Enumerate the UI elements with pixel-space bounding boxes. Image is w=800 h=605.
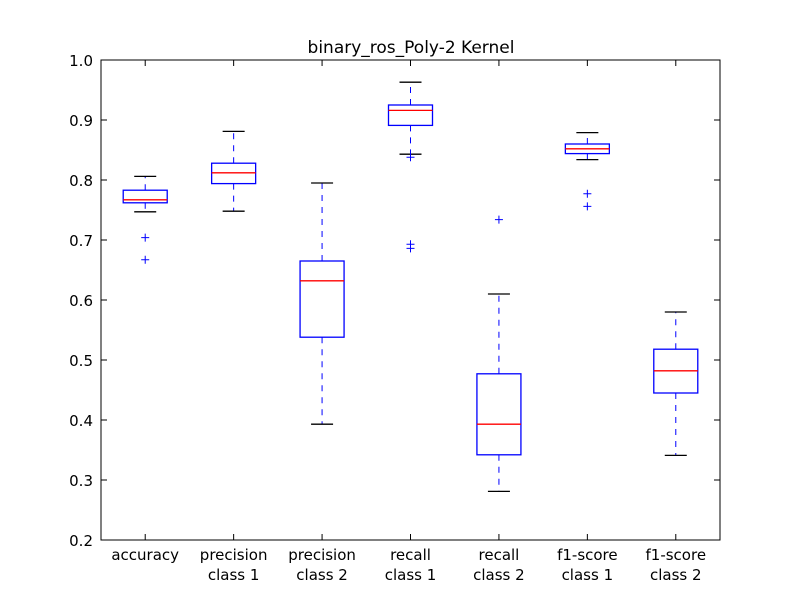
box-iqr — [299, 260, 345, 338]
flier-point — [583, 189, 592, 198]
box-iqr — [122, 189, 168, 204]
x-tick-label: class 1 — [208, 566, 260, 584]
y-tick-label: 0.9 — [69, 112, 93, 130]
x-tick-label: precision — [200, 546, 268, 564]
y-tick-label: 0.7 — [69, 232, 93, 250]
box-iqr — [476, 373, 522, 456]
flier-point — [141, 255, 150, 264]
x-tick-label: class 1 — [385, 566, 437, 584]
flier-point — [406, 153, 415, 162]
y-tick-label: 0.5 — [69, 352, 93, 370]
flier-point — [406, 244, 415, 253]
y-tick-label: 0.6 — [69, 292, 93, 310]
x-tick-label: class 2 — [650, 566, 702, 584]
x-tick-label: f1-score — [646, 546, 707, 564]
flier-point — [583, 202, 592, 211]
flier-point — [141, 233, 150, 242]
x-tick-label: precision — [288, 546, 356, 564]
y-tick-label: 1.0 — [69, 52, 93, 70]
x-tick-label: recall — [390, 546, 431, 564]
chart-title: binary_ros_Poly-2 Kernel — [308, 38, 515, 58]
x-tick-label: f1-score — [557, 546, 618, 564]
y-tick-label: 0.8 — [69, 172, 93, 190]
flier-point — [494, 215, 503, 224]
x-tick-label: recall — [479, 546, 520, 564]
x-tick-label: accuracy — [111, 546, 179, 564]
plot-frame — [100, 59, 721, 541]
x-tick-label: class 2 — [473, 566, 525, 584]
y-tick-label: 0.3 — [69, 472, 93, 490]
x-tick-label: class 2 — [296, 566, 348, 584]
x-tick-label: class 1 — [562, 566, 614, 584]
y-tick-label: 0.4 — [69, 412, 93, 430]
box-iqr — [387, 104, 434, 127]
y-tick-label: 0.2 — [69, 532, 93, 550]
